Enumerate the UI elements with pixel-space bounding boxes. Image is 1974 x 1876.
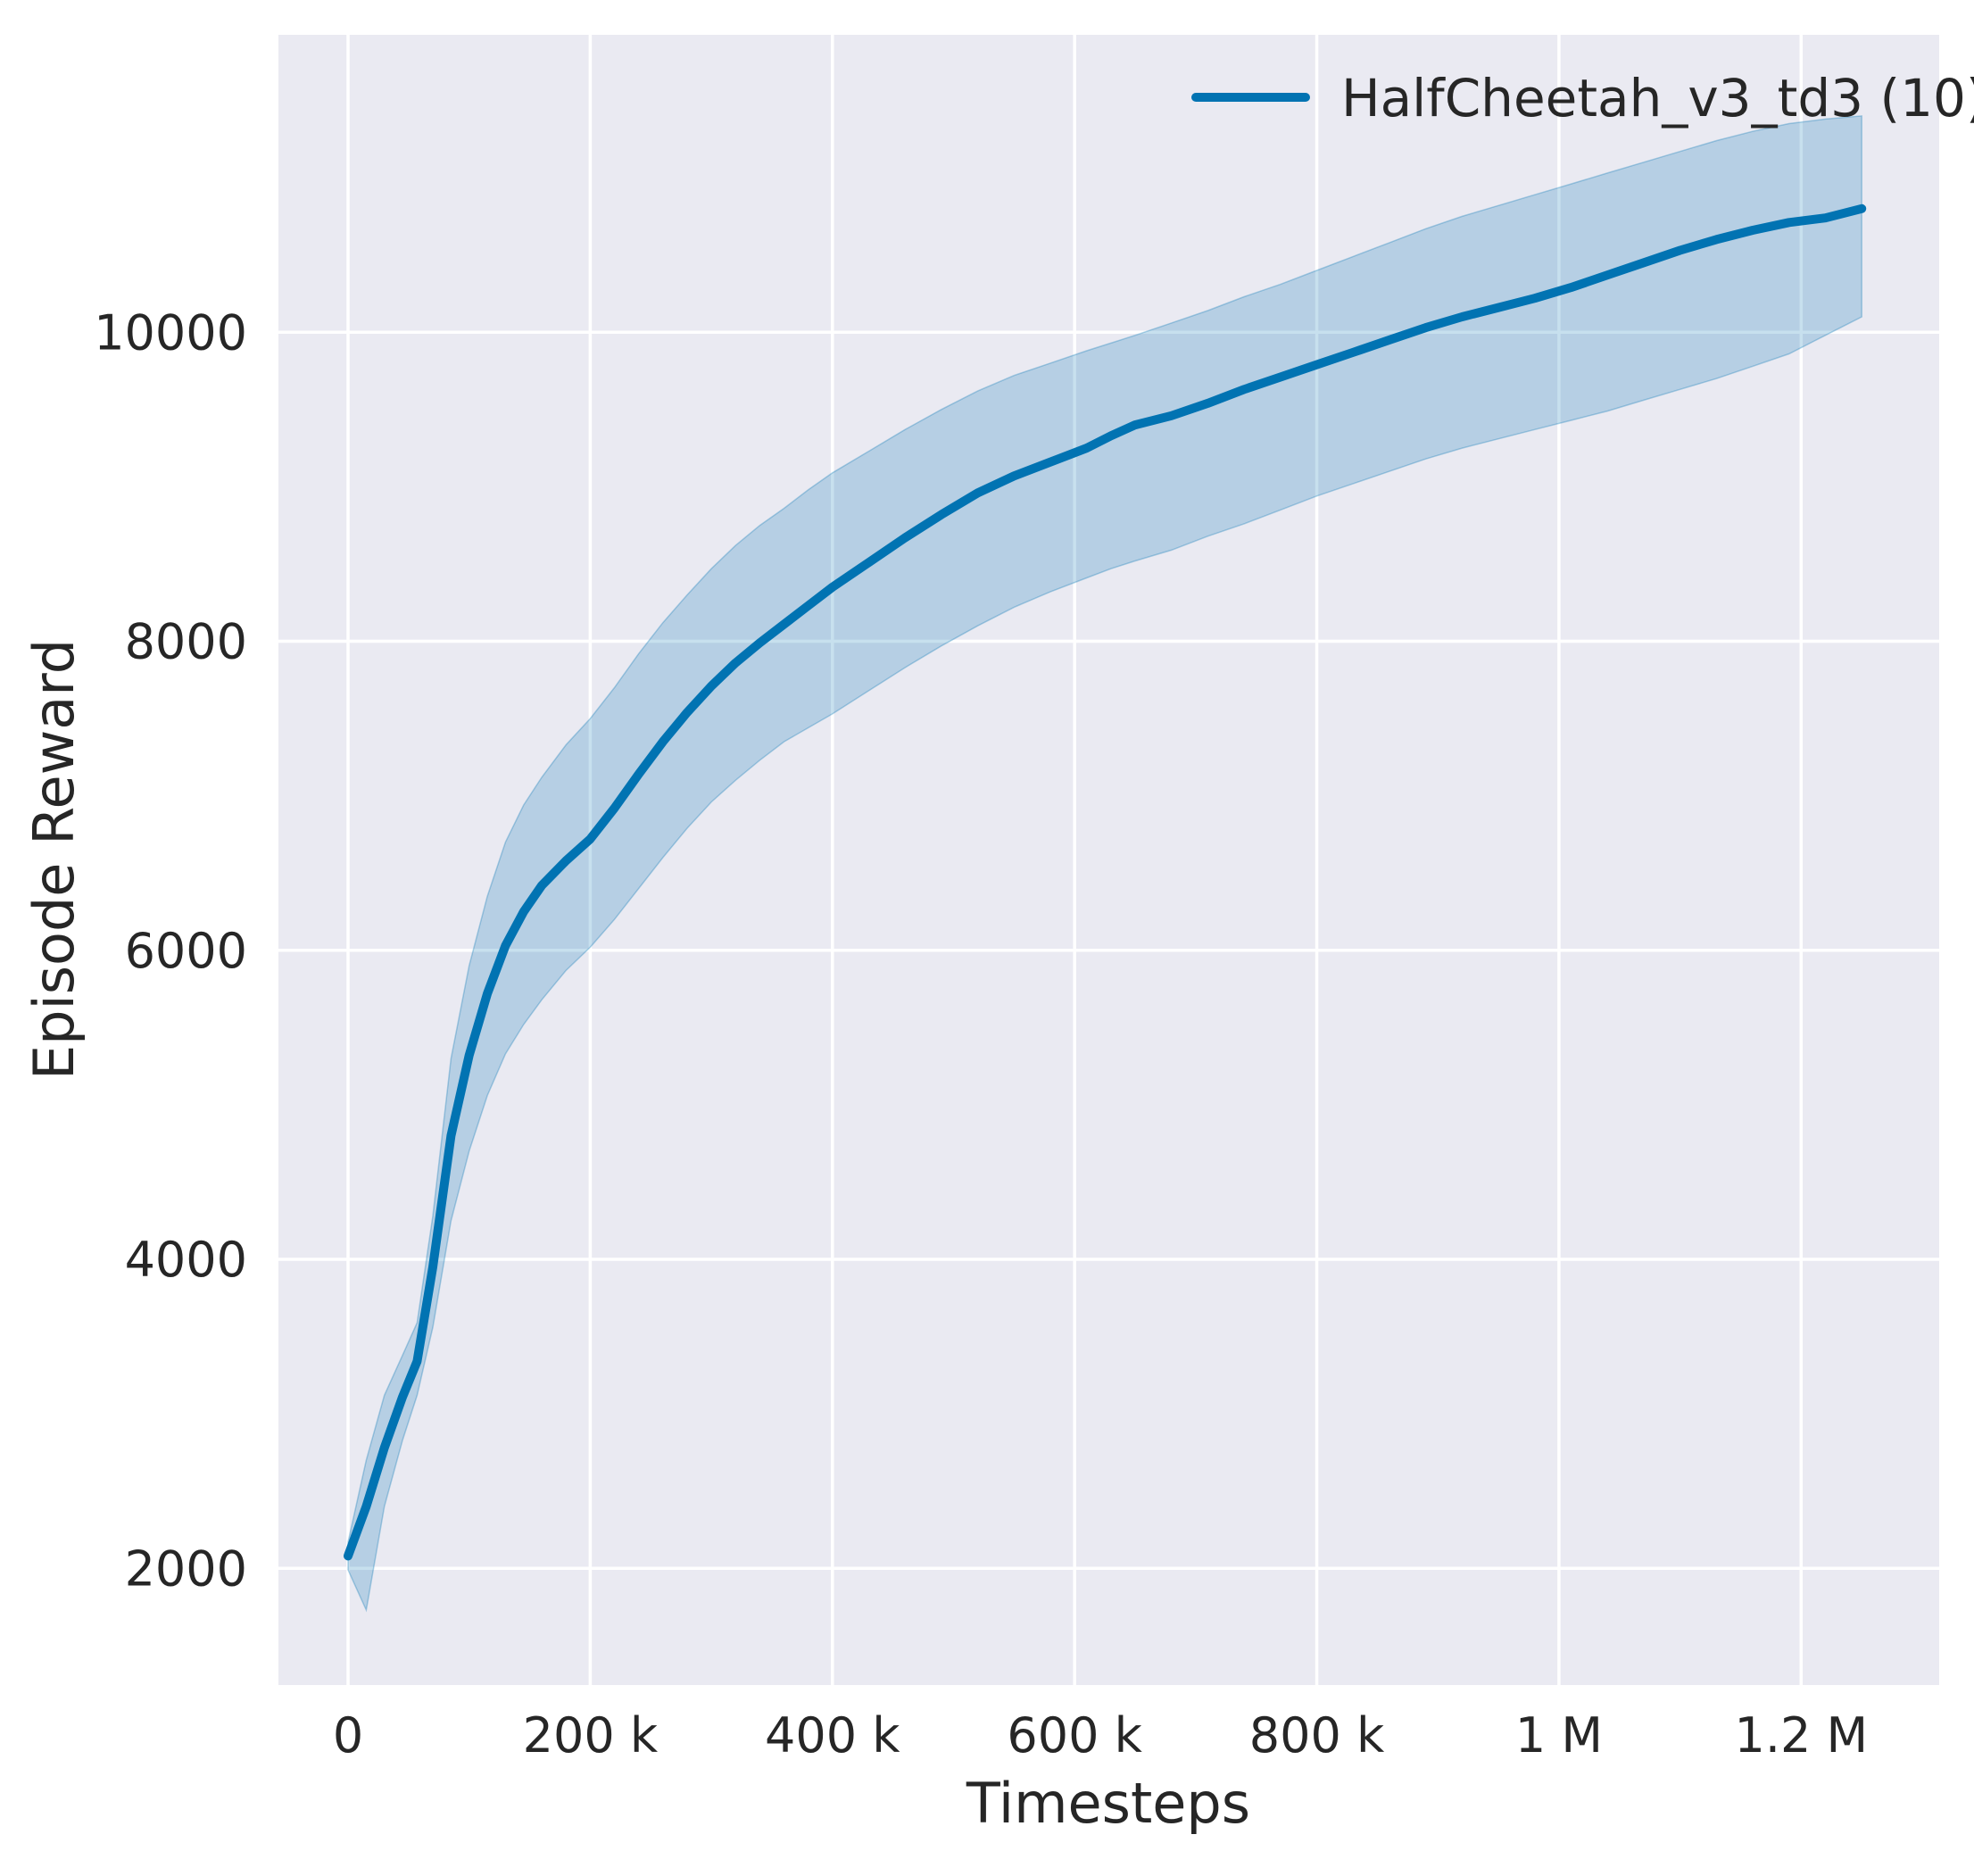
confidence-band (347, 115, 1862, 1613)
x-tick-label: 0 (333, 1707, 363, 1764)
x-tick-label: 400 k (765, 1707, 900, 1764)
x-tick-label: 1 M (1515, 1707, 1603, 1764)
x-tick-label: 800 k (1249, 1707, 1385, 1764)
x-tick-labels: 0 200 k 400 k 600 k 800 k 1 M 1.2 M (333, 1707, 1868, 1764)
mean-line (344, 203, 1867, 1561)
y-gridlines (278, 330, 1939, 1571)
legend: HalfCheetah_v3_td3 (10) (1191, 68, 1974, 129)
x-tick-label: 1.2 M (1734, 1707, 1868, 1764)
x-tick-label: 200 k (523, 1707, 659, 1764)
x-tick-label: 600 k (1007, 1707, 1142, 1764)
y-tick-label: 10000 (94, 304, 247, 361)
y-tick-label: 8000 (125, 614, 247, 670)
y-tick-labels: 2000 4000 6000 8000 10000 (94, 304, 247, 1597)
y-axis-label: Episode Reward (21, 639, 87, 1080)
y-tick-label: 4000 (125, 1232, 247, 1288)
plot-area (278, 35, 1939, 1685)
legend-label: HalfCheetah_v3_td3 (10) (1341, 68, 1974, 129)
y-tick-label: 2000 (125, 1540, 247, 1597)
y-tick-label: 6000 (125, 923, 247, 979)
x-gridlines (346, 35, 1804, 1685)
x-axis-label: Timesteps (966, 1771, 1250, 1836)
